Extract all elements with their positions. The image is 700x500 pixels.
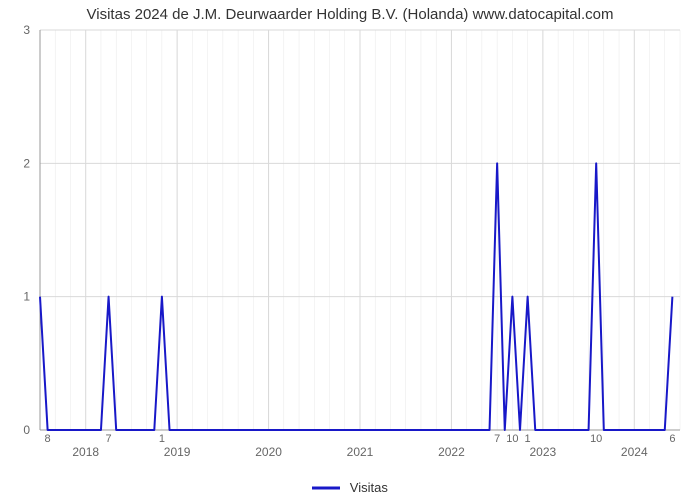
data-point-label: 1 (525, 433, 531, 445)
data-point-label: 6 (669, 433, 675, 445)
legend-label: Visitas (350, 480, 388, 495)
x-year-label: 2021 (347, 445, 374, 459)
chart-plot: 0123201820192020202120222023202487171011… (40, 30, 680, 460)
x-year-label: 2022 (438, 445, 465, 459)
data-point-label: 7 (494, 433, 500, 445)
chart-title: Visitas 2024 de J.M. Deurwaarder Holding… (0, 6, 700, 23)
legend-swatch (312, 481, 340, 496)
y-tick-label: 0 (23, 423, 30, 437)
x-year-label: 2018 (72, 445, 99, 459)
data-point-label: 8 (45, 433, 51, 445)
data-point-label: 10 (506, 433, 518, 445)
x-year-label: 2023 (530, 445, 557, 459)
y-tick-label: 2 (23, 156, 30, 170)
x-year-label: 2024 (621, 445, 648, 459)
data-point-label: 1 (159, 433, 165, 445)
y-tick-label: 1 (23, 290, 30, 304)
y-tick-label: 3 (23, 23, 30, 37)
data-point-label: 7 (106, 433, 112, 445)
x-year-label: 2019 (164, 445, 191, 459)
data-point-label: 10 (590, 433, 602, 445)
x-year-label: 2020 (255, 445, 282, 459)
chart-legend: Visitas (0, 480, 700, 496)
